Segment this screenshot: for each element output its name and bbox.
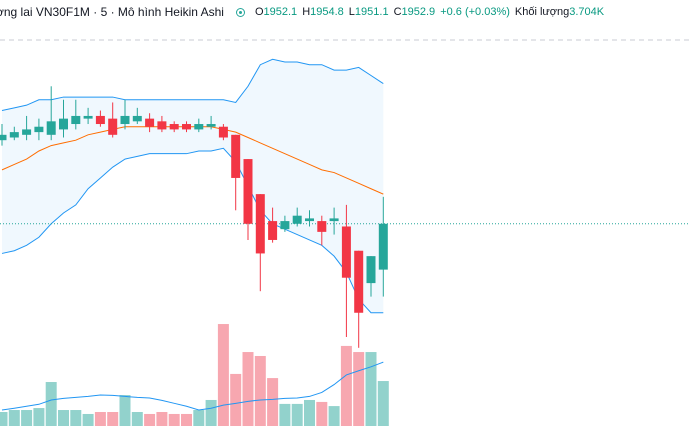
volume-bar — [340, 345, 352, 426]
volume-bar — [205, 399, 217, 426]
volume-bar — [0, 411, 8, 426]
volume-key: Khối lượng — [514, 6, 570, 18]
volume-bar — [58, 410, 69, 426]
volume-bar — [33, 408, 45, 426]
volume-bar — [21, 410, 33, 426]
candle-body — [95, 115, 105, 125]
volume-bar — [119, 395, 131, 426]
ohlc-key: L — [348, 6, 355, 18]
candle-body — [34, 126, 44, 133]
change-value: +0.6 (+0.03%) — [440, 6, 510, 18]
volume-bar — [279, 403, 291, 426]
volume-bar — [181, 413, 192, 426]
volume-bar — [82, 413, 94, 426]
volume-bar — [328, 406, 340, 426]
volume-bar — [144, 413, 156, 426]
volume-ma-line — [1, 361, 384, 411]
band-middle — [1, 126, 384, 195]
ohlc-value: 1952.1 — [263, 6, 298, 18]
ohlc-value: 1951.1 — [354, 6, 389, 18]
volume-bar — [94, 411, 106, 426]
band-fill — [2, 59, 384, 313]
candle-body — [22, 129, 32, 135]
candle-body — [71, 115, 81, 125]
candle-body — [341, 226, 351, 278]
candle-body — [231, 134, 241, 178]
chart-title: ợng lai VN30F1M · 5 · Mô hình Heikin Ash… — [0, 5, 224, 19]
volume-bar — [193, 410, 205, 426]
band-lower — [1, 147, 384, 314]
volume-bar — [304, 399, 315, 426]
visibility-toggle[interactable] — [235, 7, 245, 17]
candle-body — [120, 115, 130, 125]
volume-bar — [365, 352, 377, 426]
candle-body — [145, 118, 155, 127]
candle-body — [218, 126, 228, 138]
candle-body — [268, 221, 278, 240]
volume-bar — [242, 352, 254, 426]
candle-body — [59, 118, 68, 130]
ohlc-key: C — [393, 6, 402, 18]
ohlc-key: O — [254, 6, 264, 18]
candle-body — [329, 218, 339, 222]
candle-body — [194, 124, 204, 130]
volume-bar — [353, 352, 365, 426]
volume-bar — [316, 401, 328, 426]
candle-body — [0, 134, 7, 141]
volume-bar — [267, 378, 279, 426]
candle-body — [354, 250, 364, 313]
legend-header: ợng lai VN30F1M · 5 · Mô hình Heikin Ash… — [0, 5, 604, 19]
candle-body — [280, 221, 290, 230]
candle-body — [83, 115, 93, 119]
candle-body — [108, 118, 118, 135]
candle-body — [317, 221, 327, 232]
candle-body — [46, 121, 56, 135]
volume-bar — [230, 373, 242, 426]
ohlc-key: H — [302, 6, 311, 18]
candle-body — [305, 218, 314, 222]
candle-body — [366, 256, 376, 284]
candle-body — [292, 215, 302, 224]
volume-bar — [377, 381, 389, 426]
candle-body — [255, 194, 265, 254]
candle-body — [182, 124, 191, 130]
volume-bar — [168, 413, 180, 426]
volume-bar — [70, 410, 82, 426]
volume-bar — [254, 355, 266, 426]
candle-body — [132, 115, 142, 122]
volume-bar — [8, 410, 20, 426]
volume-bar — [131, 411, 143, 426]
band-upper — [1, 58, 384, 112]
ohlc-value: 1954.8 — [310, 6, 344, 18]
candle-body — [206, 124, 216, 127]
volume-bar — [45, 382, 57, 426]
volume-bar — [107, 411, 119, 426]
volume-bar — [156, 411, 168, 426]
volume-bar — [291, 403, 303, 426]
candle-body — [169, 124, 179, 130]
candle-body — [243, 159, 253, 224]
volume-bar — [217, 324, 229, 426]
candle-body — [157, 121, 167, 130]
candle-body — [9, 132, 19, 138]
volume-value: 3.704K — [569, 6, 605, 18]
ohlc-value: 1952.9 — [401, 6, 436, 18]
candle-body — [378, 223, 388, 270]
